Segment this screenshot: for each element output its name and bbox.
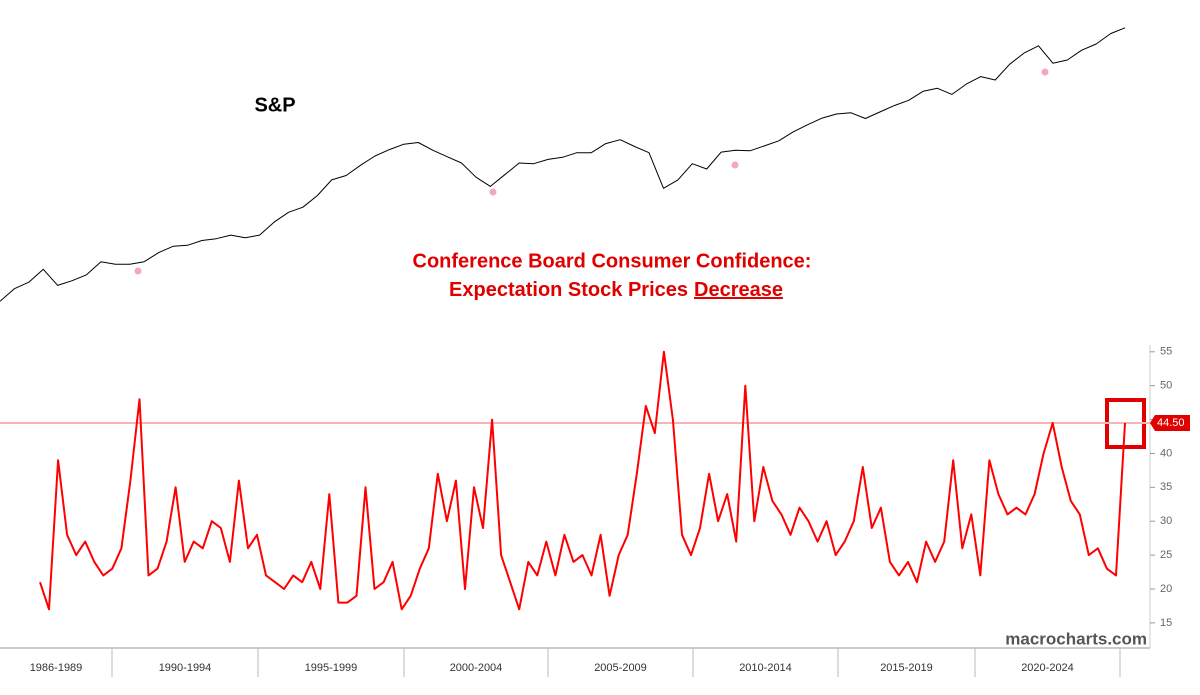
value-flag-label: 44.50 xyxy=(1157,417,1185,429)
watermark: macrocharts.com xyxy=(1005,629,1147,648)
y-tick-label: 55 xyxy=(1160,346,1172,358)
low-marker xyxy=(1041,68,1049,76)
x-band-label: 2020-2024 xyxy=(1021,662,1074,674)
subtitle-text: Expectation Stock Prices xyxy=(449,279,688,301)
low-marker xyxy=(489,188,497,196)
subtitle-emphasis: Decrease xyxy=(694,279,783,301)
x-band-label: 1986-1989 xyxy=(30,662,83,674)
low-marker xyxy=(731,161,739,169)
x-band-label: 1995-1999 xyxy=(305,662,358,674)
series-line xyxy=(39,350,1126,611)
y-tick-label: 15 xyxy=(1160,617,1172,629)
y-tick-label: 40 xyxy=(1160,447,1172,459)
y-tick-label: 20 xyxy=(1160,583,1172,595)
sp-label: S&P xyxy=(254,94,295,116)
y-tick-label: 35 xyxy=(1160,481,1172,493)
low-marker xyxy=(134,267,142,275)
x-band-label: 2015-2019 xyxy=(880,662,933,674)
y-tick-label: 50 xyxy=(1160,380,1172,392)
annotation-title: Conference Board Consumer Confidence: xyxy=(413,250,812,272)
x-band-label: 2010-2014 xyxy=(739,662,792,674)
series-line xyxy=(0,27,1126,302)
x-band-label: 2000-2004 xyxy=(450,662,503,674)
y-tick-label: 25 xyxy=(1160,549,1172,561)
x-band-label: 1990-1994 xyxy=(159,662,212,674)
y-tick-label: 30 xyxy=(1160,515,1172,527)
x-band-label: 2005-2009 xyxy=(594,662,647,674)
annotation-subtitle: Expectation Stock Prices Decrease xyxy=(449,279,783,301)
value-flag xyxy=(1150,414,1190,431)
